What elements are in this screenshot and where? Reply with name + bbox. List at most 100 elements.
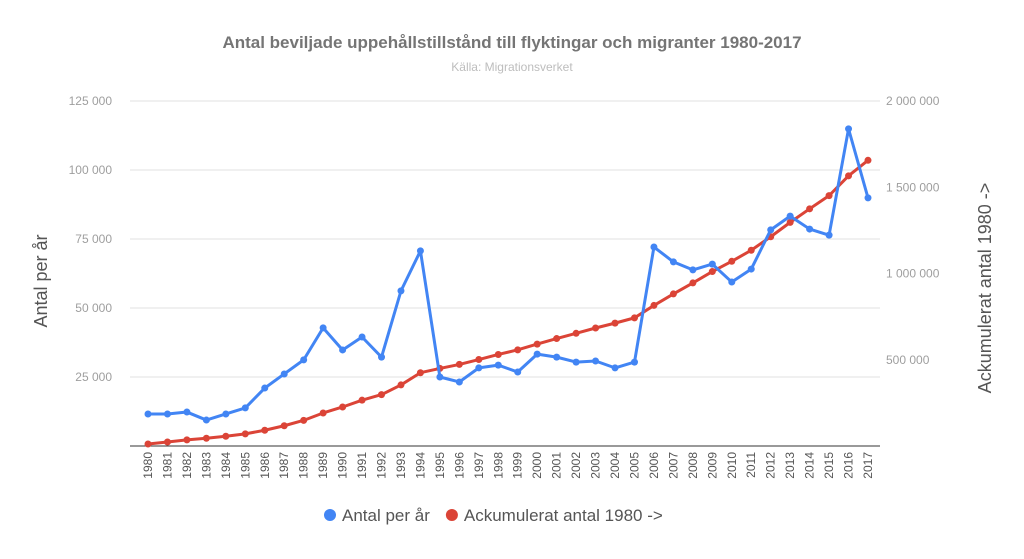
x-tick-label: 1984 [219, 452, 233, 479]
data-point [630, 314, 638, 322]
x-tick-label: 1986 [258, 452, 272, 479]
data-point [202, 416, 210, 424]
data-point [611, 364, 619, 372]
x-tick-label: 1999 [511, 452, 525, 479]
data-point [572, 358, 580, 366]
x-tick-label: 1995 [433, 452, 447, 479]
data-point [864, 194, 872, 202]
y2-tick-label: 1 000 000 [886, 267, 940, 281]
data-point [806, 225, 814, 233]
x-tick-label: 2010 [725, 452, 739, 479]
data-point [845, 172, 853, 180]
data-point [533, 340, 541, 348]
y-tick-label: 125 000 [69, 94, 113, 108]
data-point [378, 391, 386, 399]
data-point [553, 335, 561, 343]
data-point [669, 290, 677, 298]
data-point [650, 301, 658, 309]
data-point [728, 278, 736, 286]
x-tick-label: 1981 [160, 452, 174, 479]
x-tick-label: 1982 [180, 452, 194, 479]
legend: Antal per år Ackumulerat antal 1980 -> [324, 506, 663, 525]
data-point [183, 436, 191, 444]
data-point [825, 192, 833, 200]
data-point [436, 373, 444, 381]
x-tick-label: 2009 [705, 452, 719, 479]
data-point [358, 396, 366, 404]
x-tick-label: 2005 [627, 452, 641, 479]
x-tick-label: 2000 [530, 452, 544, 479]
data-point [786, 212, 794, 220]
data-point [455, 360, 463, 368]
y2-axis-label: Ackumulerat antal 1980 -> [975, 183, 995, 394]
data-point [728, 257, 736, 265]
chart-subtitle: Källa: Migrationsverket [451, 60, 573, 74]
data-point [300, 356, 308, 364]
data-point [183, 408, 191, 416]
x-tick-label: 1996 [452, 452, 466, 479]
legend-marker [324, 509, 336, 521]
data-point [767, 226, 775, 234]
data-point [864, 156, 872, 164]
y-axis-label: Antal per år [31, 234, 51, 327]
x-tick-label: 2008 [686, 452, 700, 479]
data-point [261, 426, 269, 434]
data-point [475, 356, 483, 364]
data-point [397, 287, 405, 295]
x-tick-label: 2003 [589, 452, 603, 479]
x-tick-label: 1997 [472, 452, 486, 479]
data-point [222, 410, 230, 418]
data-point [280, 422, 288, 430]
data-point [378, 353, 386, 361]
data-point [592, 357, 600, 365]
data-point [669, 258, 677, 266]
data-point [845, 125, 853, 133]
x-tick-label: 1988 [297, 452, 311, 479]
data-point [572, 329, 580, 337]
data-point [747, 246, 755, 254]
data-point [650, 243, 658, 251]
data-point [689, 279, 697, 287]
data-point [708, 260, 716, 268]
x-tick-label: 2004 [608, 452, 622, 479]
data-point [319, 409, 327, 417]
x-tick-label: 1990 [336, 452, 350, 479]
x-tick-label: 1989 [316, 452, 330, 479]
y-tick-label: 50 000 [75, 301, 112, 315]
x-tick-label: 2007 [666, 452, 680, 479]
data-point [241, 404, 249, 412]
x-tick-label: 1983 [199, 452, 213, 479]
x-tick-label: 2011 [744, 452, 758, 478]
data-point [825, 231, 833, 239]
x-tick-label: 2017 [861, 452, 875, 479]
x-tick-label: 2013 [783, 452, 797, 479]
x-tick-label: 1980 [141, 452, 155, 479]
data-point [533, 350, 541, 358]
chart-title: Antal beviljade uppehållstillstånd till … [222, 33, 801, 52]
data-point [553, 353, 561, 361]
legend-label: Antal per år [342, 506, 430, 525]
data-point [416, 369, 424, 377]
data-point [806, 205, 814, 213]
data-point [339, 403, 347, 411]
data-point [300, 416, 308, 424]
data-point [319, 324, 327, 332]
y-tick-label: 25 000 [75, 370, 112, 384]
x-tick-label: 1991 [355, 452, 369, 479]
data-point [397, 381, 405, 389]
y2-tick-label: 500 000 [886, 353, 930, 367]
data-point [514, 368, 522, 376]
data-point [202, 434, 210, 442]
data-point [163, 438, 171, 446]
data-point [144, 410, 152, 418]
data-point [630, 358, 638, 366]
x-tick-label: 1993 [394, 452, 408, 479]
data-point [222, 432, 230, 440]
data-point [280, 370, 288, 378]
x-tick-label: 2001 [550, 452, 564, 479]
x-tick-label: 2006 [647, 452, 661, 479]
series-line [147, 159, 869, 446]
y2-tick-label: 1 500 000 [886, 180, 940, 194]
x-tick-label: 1985 [238, 452, 252, 479]
